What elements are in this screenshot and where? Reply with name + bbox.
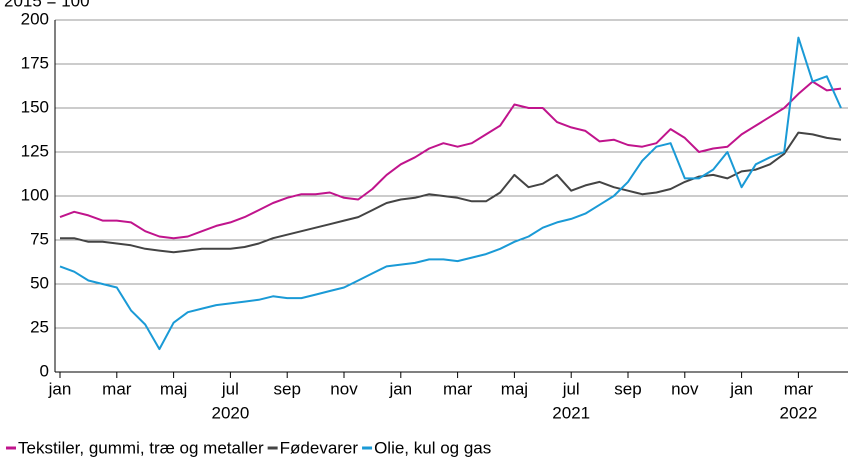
legend-label: Fødevarer bbox=[280, 438, 359, 457]
y-tick-label: 125 bbox=[21, 141, 49, 160]
series-line bbox=[60, 131, 842, 254]
x-tick-label: jan bbox=[48, 379, 72, 398]
x-tick-label: jul bbox=[221, 379, 239, 398]
x-tick-label: maj bbox=[501, 379, 528, 398]
series-line bbox=[59, 36, 842, 351]
y-tick-label: 100 bbox=[21, 185, 49, 204]
x-tick-label: sep bbox=[273, 379, 300, 398]
year-label: 2020 bbox=[211, 403, 249, 422]
legend-label: Tekstiler, gummi, træ og metaller bbox=[18, 438, 264, 457]
x-tick-label: jan bbox=[729, 379, 753, 398]
x-tick-label: mar bbox=[443, 379, 473, 398]
legend-label: Olie, kul og gas bbox=[374, 438, 491, 457]
y-tick-label: 0 bbox=[40, 361, 49, 380]
y-tick-label: 200 bbox=[21, 9, 49, 28]
y-tick-label: 150 bbox=[21, 97, 49, 116]
series-line bbox=[59, 80, 842, 240]
y-tick-label: 50 bbox=[30, 273, 49, 292]
x-tick-label: nov bbox=[330, 379, 358, 398]
x-tick-label: mar bbox=[102, 379, 132, 398]
y-tick-label: 75 bbox=[30, 229, 49, 248]
y-tick-label: 175 bbox=[21, 53, 49, 72]
unit-label: 2015 = 100 bbox=[4, 0, 90, 10]
x-tick-label: sep bbox=[614, 379, 641, 398]
x-tick-label: nov bbox=[671, 379, 699, 398]
x-tick-label: maj bbox=[160, 379, 187, 398]
x-tick-label: jan bbox=[388, 379, 412, 398]
year-label: 2022 bbox=[779, 403, 817, 422]
x-tick-label: jul bbox=[562, 379, 580, 398]
year-label: 2021 bbox=[552, 403, 590, 422]
y-tick-label: 25 bbox=[30, 317, 49, 336]
x-tick-label: mar bbox=[784, 379, 814, 398]
